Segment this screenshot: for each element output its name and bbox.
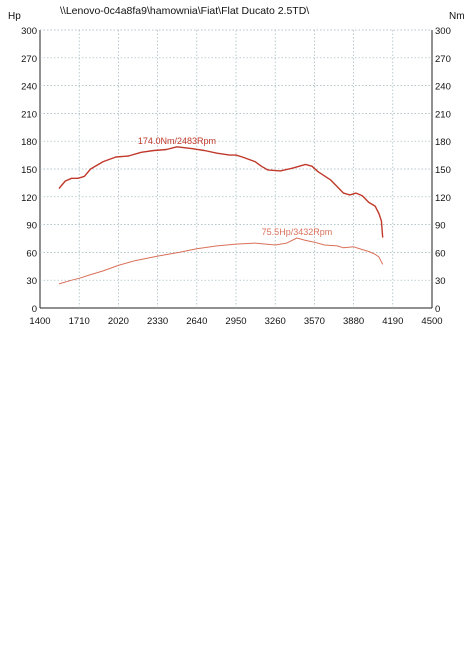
- chart-grid: [39, 29, 433, 309]
- x-tick-label: 3880: [343, 316, 364, 327]
- right-y-tick-label: 270: [435, 54, 451, 65]
- right-y-tick-label: 240: [435, 82, 451, 93]
- x-tick-label: 4190: [382, 316, 403, 327]
- right-y-tick-label: 30: [435, 276, 446, 287]
- x-tick-label: 2640: [186, 316, 207, 327]
- left-y-tick-label: 210: [21, 109, 37, 120]
- right-y-tick-label: 0: [435, 304, 440, 315]
- right-y-tick-label: 180: [435, 137, 451, 148]
- right-axis-label: Nm: [449, 11, 465, 22]
- right-y-tick-label: 90: [435, 221, 446, 232]
- x-tick-label: 2330: [147, 316, 168, 327]
- x-tick-label: 3570: [304, 316, 325, 327]
- peak-annotations: 174.0Nm/2483Rpm 75.5Hp/3432Rpm: [138, 136, 332, 237]
- x-tick-label: 3260: [265, 316, 286, 327]
- x-tick-label: 4500: [421, 316, 442, 327]
- power-curve: [58, 237, 384, 285]
- left-y-tick-label: 240: [21, 82, 37, 93]
- axis-ticks: 1400 1710 2020 2330 2640 2950 3260 3570 3880 4190…: [21, 26, 451, 327]
- left-y-tick-label: 270: [21, 54, 37, 65]
- left-y-tick-label: 120: [21, 193, 37, 204]
- torque-curve: [58, 146, 384, 238]
- left-y-tick-label: 60: [26, 248, 37, 259]
- right-y-tick-label: 60: [435, 248, 446, 259]
- left-y-tick-label: 150: [21, 165, 37, 176]
- right-y-tick-label: 150: [435, 165, 451, 176]
- x-tick-label: 2020: [108, 316, 129, 327]
- left-y-tick-label: 180: [21, 137, 37, 148]
- x-tick-label: 1400: [29, 316, 50, 327]
- file-path-title: \\Lenovo-0c4a8fa9\hamownia\Fiat\Flat Duc…: [60, 5, 309, 17]
- right-y-tick-label: 210: [435, 109, 451, 120]
- x-tick-label: 2950: [225, 316, 246, 327]
- chart-series: [58, 146, 384, 285]
- left-y-tick-label: 30: [26, 276, 37, 287]
- peak-annotation: 75.5Hp/3432Rpm: [262, 227, 333, 237]
- left-y-tick-label: 90: [26, 221, 37, 232]
- right-y-tick-label: 300: [435, 26, 451, 37]
- x-tick-label: 1710: [69, 316, 90, 327]
- left-y-tick-label: 300: [21, 26, 37, 37]
- peak-annotation: 174.0Nm/2483Rpm: [138, 136, 216, 146]
- left-axis-label: Hp: [8, 11, 21, 22]
- left-y-tick-label: 0: [32, 304, 37, 315]
- right-y-tick-label: 120: [435, 193, 451, 204]
